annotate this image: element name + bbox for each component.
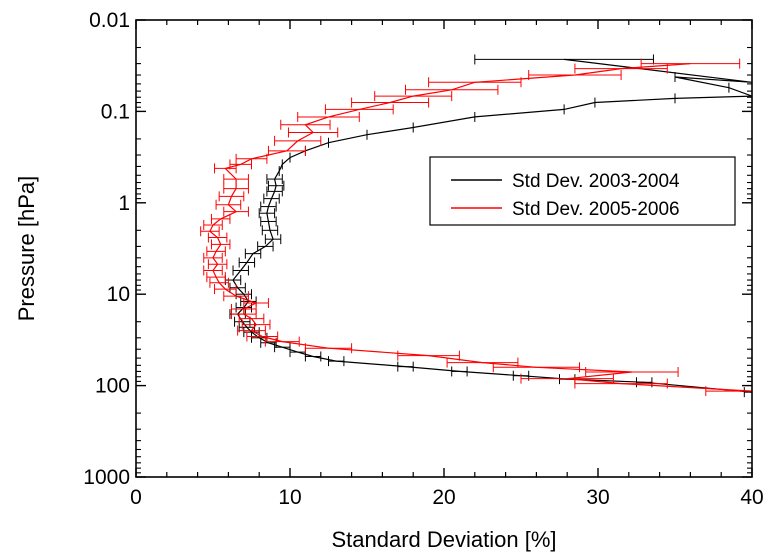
data-point	[223, 291, 249, 302]
series-line	[209, 63, 752, 392]
data-point	[210, 239, 231, 250]
data-point	[374, 91, 453, 102]
data-point	[246, 331, 279, 342]
data-point	[235, 289, 252, 300]
data-point	[203, 265, 223, 276]
data-point	[237, 325, 266, 336]
x-tick-label: 10	[278, 486, 301, 509]
y-axis-title: Pressure [hPa]	[14, 176, 39, 322]
data-point	[230, 309, 257, 320]
plot-frame	[135, 19, 753, 478]
data-point	[324, 104, 394, 115]
data-point	[207, 232, 228, 243]
data-point	[528, 70, 622, 81]
data-point	[224, 275, 242, 286]
y-tick-label: 1000	[83, 466, 130, 489]
data-point	[260, 201, 277, 212]
data-point	[274, 342, 291, 353]
data-point	[218, 191, 245, 202]
y-tick-label: 0.1	[101, 100, 130, 123]
data-point	[238, 257, 256, 268]
x-axis-title: Standard Deviation [%]	[331, 527, 556, 552]
y-axis-ticks: 0.01 0.1 1 10 100 1000	[83, 9, 752, 489]
y-tick-label: 0.01	[89, 9, 130, 32]
data-point	[223, 174, 249, 185]
data-point	[264, 234, 282, 245]
data-point	[574, 63, 668, 74]
legend-label-2003-2004: Std Dev. 2003-2004	[512, 171, 680, 192]
y-tick-label: 100	[95, 375, 130, 398]
data-point	[474, 54, 654, 65]
y-tick-label: 1	[118, 192, 130, 215]
plot-series-group	[200, 54, 752, 398]
data-point	[209, 277, 229, 288]
series-std-dev-2005-2006	[200, 58, 752, 397]
data-point	[229, 159, 252, 170]
data-point	[258, 208, 276, 219]
data-point	[232, 265, 249, 276]
data-point	[405, 84, 499, 95]
data-point	[328, 356, 345, 367]
data-point	[215, 199, 242, 210]
x-tick-label: 30	[586, 486, 609, 509]
data-point	[585, 367, 679, 378]
x-tick-label: 0	[130, 486, 142, 509]
data-point	[243, 298, 269, 309]
legend-box	[429, 156, 736, 226]
data-point	[705, 386, 752, 397]
data-point	[206, 246, 226, 257]
data-point	[451, 366, 468, 377]
data-point	[397, 361, 414, 372]
data-point	[520, 373, 614, 384]
data-point	[261, 225, 279, 236]
data-point	[264, 336, 300, 347]
data-point	[203, 252, 223, 263]
data-point	[223, 206, 249, 217]
data-point	[280, 119, 331, 130]
data-point	[297, 111, 360, 122]
data-point	[267, 180, 285, 191]
data-point	[640, 58, 741, 69]
data-point	[397, 350, 460, 361]
data-point	[266, 174, 283, 185]
series-line	[232, 58, 752, 393]
x-axis-ticks: 0 10 20 30 40	[130, 20, 764, 509]
data-point	[266, 186, 283, 197]
data-point	[241, 319, 271, 330]
data-point	[351, 97, 430, 108]
data-point	[267, 145, 306, 156]
data-point	[260, 216, 277, 227]
data-point	[263, 193, 280, 204]
data-point	[214, 163, 237, 174]
data-point	[238, 313, 265, 324]
data-point	[492, 362, 581, 373]
data-point	[244, 248, 262, 259]
data-point	[200, 226, 220, 237]
data-point	[446, 357, 519, 368]
legend-label-2005-2006: Std Dev. 2005-2006	[512, 199, 680, 220]
data-point	[207, 259, 228, 270]
data-point	[203, 220, 223, 231]
data-point	[229, 282, 246, 293]
data-point	[289, 347, 306, 358]
x-tick-label: 40	[740, 486, 763, 509]
data-point	[287, 127, 339, 138]
data-point	[206, 272, 226, 283]
data-point	[304, 351, 322, 362]
data-point	[214, 284, 237, 295]
x-tick-label: 20	[432, 486, 455, 509]
y-tick-label: 10	[107, 283, 130, 306]
data-point	[304, 343, 353, 354]
data-point	[574, 378, 668, 389]
data-point	[210, 213, 231, 224]
data-point	[743, 387, 752, 398]
data-point	[274, 135, 322, 146]
data-point	[428, 77, 522, 88]
data-point	[235, 153, 268, 164]
data-point	[257, 241, 274, 252]
legend: Std Dev. 2003-2004 Std Dev. 2005-2006	[429, 156, 736, 226]
data-point	[223, 183, 249, 194]
